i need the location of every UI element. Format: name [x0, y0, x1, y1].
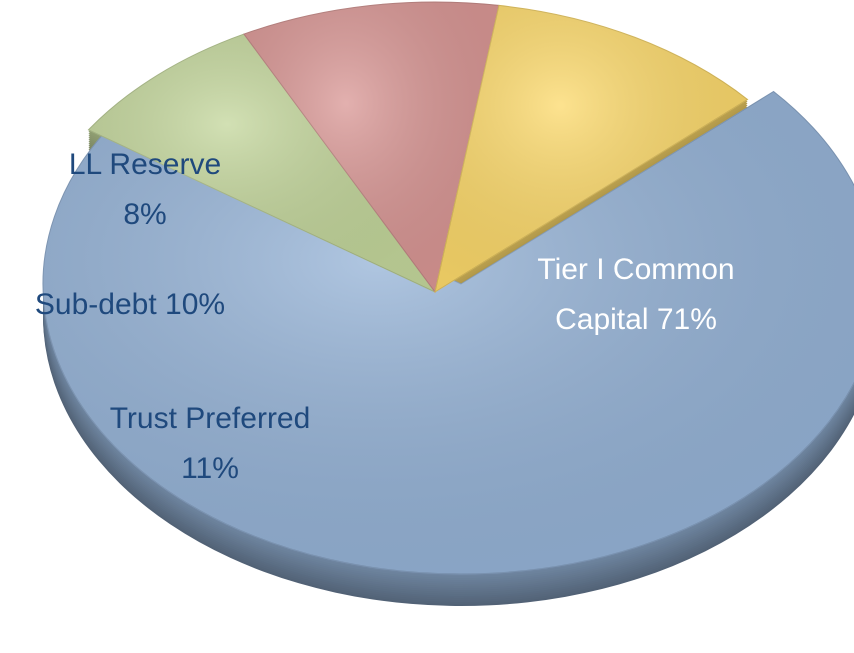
- category-label: LL Reserve: [68, 148, 222, 181]
- slice-shine: [88, 34, 436, 293]
- category-label: Trust Preferred: [109, 402, 311, 435]
- data-label: Trust Preferred 11%: [85, 394, 335, 494]
- data-label: Sub-debt 10%: [0, 280, 265, 330]
- slice-shine: [435, 5, 748, 293]
- slice-shine: [43, 91, 854, 574]
- data-label: LL Reserve 8%: [55, 140, 235, 240]
- value-label: 71%: [656, 303, 717, 336]
- slice-shine: [243, 2, 499, 293]
- data-label: Tier I Common Capital 71%: [491, 245, 781, 345]
- category-label: Tier I Common Capital: [537, 253, 735, 336]
- value-label: 8%: [123, 198, 167, 231]
- value-label: 10%: [165, 288, 226, 321]
- category-label: Sub-debt: [34, 288, 157, 321]
- value-label: 11%: [181, 452, 239, 485]
